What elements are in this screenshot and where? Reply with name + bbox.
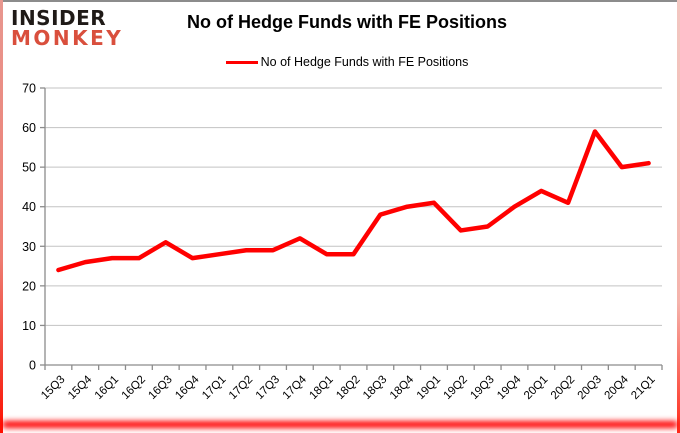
x-category-label-16Q1: 16Q1 <box>93 374 121 402</box>
x-category-label-19Q1: 19Q1 <box>415 374 443 402</box>
y-tick-label-30: 30 <box>22 240 36 254</box>
x-category-label-17Q2: 17Q2 <box>227 374 255 402</box>
y-tick-label-40: 40 <box>22 200 36 214</box>
chart-svg: 01020304050607015Q315Q416Q116Q216Q316Q41… <box>22 82 663 402</box>
y-tick-label-70: 70 <box>22 82 36 96</box>
x-category-label-21Q1: 21Q1 <box>629 374 657 402</box>
x-category-label-17Q1: 17Q1 <box>200 374 228 402</box>
x-category-label-20Q4: 20Q4 <box>602 373 631 402</box>
y-tick-label-50: 50 <box>22 161 36 175</box>
x-category-label-17Q4: 17Q4 <box>281 373 310 402</box>
x-category-label-16Q4: 16Q4 <box>173 373 202 402</box>
legend-line-swatch <box>225 60 258 64</box>
x-category-label-15Q4: 15Q4 <box>66 373 95 402</box>
x-category-label-20Q3: 20Q3 <box>576 374 604 402</box>
logo-line-insider: INSIDER <box>11 6 107 30</box>
y-tick-label-60: 60 <box>22 121 36 135</box>
x-category-label-20Q2: 20Q2 <box>549 374 577 402</box>
x-category-label-18Q2: 18Q2 <box>334 374 362 402</box>
legend-series-label: No of Hedge Funds with FE Positions <box>260 55 469 69</box>
x-category-label-20Q1: 20Q1 <box>522 374 550 402</box>
y-tick-label-10: 10 <box>22 319 36 333</box>
x-category-label-15Q3: 15Q3 <box>39 374 67 402</box>
y-tick-label-20: 20 <box>22 279 36 293</box>
frame-left-border <box>0 0 3 433</box>
x-category-label-16Q3: 16Q3 <box>146 374 174 402</box>
x-category-label-18Q3: 18Q3 <box>361 374 389 402</box>
y-tick-label-0: 0 <box>29 359 36 373</box>
x-category-label-18Q1: 18Q1 <box>307 374 335 402</box>
chart-area: 0 10 20 30 40 50 60 70 15Q3 15Q4 16Q1 16Q2 16Q3 16Q4 1… <box>0 75 680 420</box>
x-category-label-19Q2: 19Q2 <box>442 374 470 402</box>
x-category-label-18Q4: 18Q4 <box>388 373 417 402</box>
x-category-label-19Q3: 19Q3 <box>468 374 496 402</box>
chart-title: No of Hedge Funds with FE Positions <box>187 12 507 32</box>
frame-bottom-red-glow <box>2 421 678 428</box>
x-category-label-19Q4: 19Q4 <box>495 373 524 402</box>
x-category-label-17Q3: 17Q3 <box>254 374 282 402</box>
insider-monkey-logo: INSIDER MONKEY <box>11 8 123 48</box>
logo-line-monkey: MONKEY <box>11 26 124 50</box>
frame-right-border <box>677 0 680 433</box>
x-category-label-16Q2: 16Q2 <box>120 374 148 402</box>
chart-legend: No of Hedge Funds with FE Positions <box>20 55 674 69</box>
frame-top-border <box>0 0 680 2</box>
series-line <box>56 129 651 273</box>
